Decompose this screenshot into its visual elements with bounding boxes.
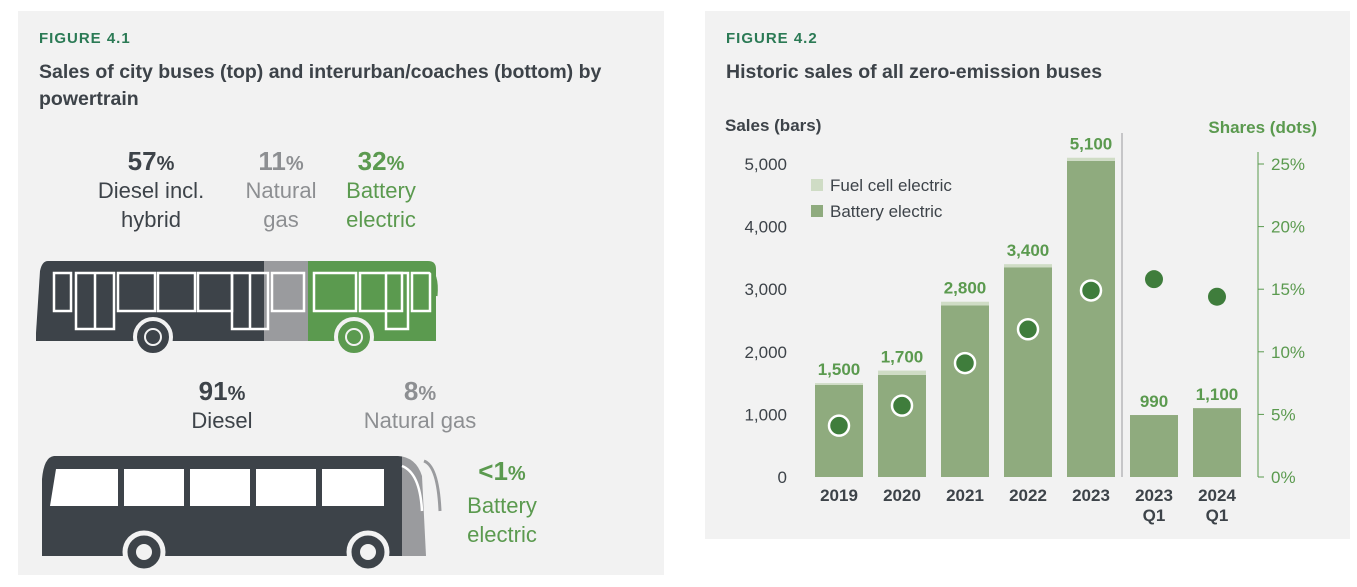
figure-4-1-panel: FIGURE 4.1 Sales of city buses (top) and… [18,11,664,575]
bus-illustrations [36,261,442,574]
bar-total-label: 990 [1140,392,1168,411]
share-dot [827,414,851,437]
bar-total-label: 1,700 [881,348,924,367]
y-axis-title: Sales (bars) [725,116,821,135]
y2-tick-label: 25% [1271,155,1305,174]
coach-diesel-pct: 91% [198,376,246,406]
zero-emission-sales-chart: Sales (bars) Shares (dots) 0 1,000 2,000 3,00… [725,116,1317,525]
bar-battery-electric [1004,267,1052,477]
y2-tick-label: 5% [1271,405,1296,424]
x-tick-label: Q1 [1206,506,1229,525]
bar-total-label: 1,100 [1196,385,1239,404]
share-dot [1079,279,1103,302]
coach-diesel-desc: Diesel [191,408,253,433]
bar-battery-electric [941,305,989,477]
bar-battery-electric [1067,160,1115,477]
bar-battery-electric [1193,408,1241,477]
y2-tick-label: 10% [1271,343,1305,362]
city-gas-desc: Natural gas [245,178,317,232]
city-bus-icon [36,261,438,357]
bar-battery-electric [1130,415,1178,477]
figure-4-2-label: FIGURE 4.2 [726,30,818,47]
x-tick-label: 2022 [1009,486,1047,505]
x-tick-label: 2023 [1072,486,1110,505]
y2-tick-label: 0% [1271,468,1296,487]
bar-fuel-cell-electric [1004,264,1052,268]
coach-battery-pct: <1% [478,456,526,486]
share-dot [1208,287,1226,306]
y-tick-label: 4,000 [744,218,787,237]
y-tick-label: 0 [778,468,787,487]
bar-total-label: 2,800 [944,279,987,298]
bar-total-label: 1,500 [818,360,861,379]
city-battery-pct: 32% [357,146,405,176]
x-tick-label: 2019 [820,486,858,505]
figure-4-2-panel: FIGURE 4.2 Historic sales of all zero-em… [705,11,1350,539]
share-dot [953,351,977,375]
y2-tick-label: 20% [1271,218,1305,237]
coach-gas-pct: 8% [403,376,437,406]
city-diesel-desc: Diesel incl. hybrid [97,178,205,232]
bar-fuel-cell-electric [815,383,863,385]
city-rear-wheel [133,317,173,357]
city-diesel-pct: 57% [127,146,175,176]
legend-label-battery: Battery electric [830,202,943,221]
figure-4-1-label: FIGURE 4.1 [39,30,131,47]
x-tick-label: 2021 [946,486,984,505]
y-tick-label: 1,000 [744,405,787,424]
x-tick-label: 2020 [883,486,921,505]
bar-battery-electric [878,374,926,477]
bar-total-label: 3,400 [1007,241,1050,260]
figure-4-2-title: Historic sales of all zero-emission buse… [726,61,1103,83]
legend-swatch-battery [811,205,823,217]
city-battery-desc: Battery electric [346,178,416,232]
y-tick-label: 5,000 [744,155,787,174]
share-dot [1145,270,1163,289]
city-front-wheel [334,317,374,357]
legend-swatch-fuel-cell [811,179,823,191]
bar-fuel-cell-electric [941,301,989,306]
share-dot [1016,318,1040,341]
bar-total-label: 5,100 [1070,135,1113,154]
share-dot [890,394,914,417]
x-tick-label: 2023 [1135,486,1173,505]
y2-axis-title: Shares (dots) [1208,118,1317,137]
coach-icon [42,456,442,574]
figure-4-1-title: Sales of city buses (top) and interurban… [39,61,602,110]
y-tick-label: 3,000 [744,280,787,299]
x-tick-label: Q1 [1143,506,1166,525]
legend-label-fuel-cell: Fuel cell electric [830,176,952,195]
city-battery-segment [308,261,436,341]
y-tick-label: 2,000 [744,343,787,362]
bar-fuel-cell-electric [1067,157,1115,161]
x-tick-label: 2024 [1198,486,1236,505]
y2-tick-label: 15% [1271,280,1305,299]
coach-gas-desc: Natural gas [363,408,477,433]
city-gas-pct: 11% [258,146,304,176]
bar-fuel-cell-electric [878,370,926,375]
coach-battery-desc: Battery electric [467,493,537,547]
